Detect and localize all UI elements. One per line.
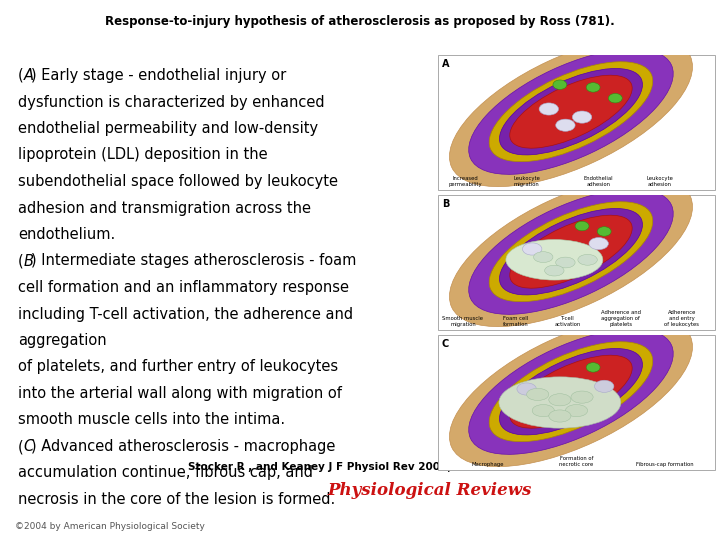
Ellipse shape [539,103,559,115]
Text: smooth muscle cells into the intima.: smooth muscle cells into the intima. [18,413,285,428]
Ellipse shape [449,317,693,467]
Ellipse shape [556,257,575,268]
Text: Leukocyte
adhesion: Leukocyte adhesion [646,176,673,187]
Ellipse shape [549,410,571,422]
Text: Fibrous-cap formation: Fibrous-cap formation [636,462,694,467]
Text: Smooth muscle
migration: Smooth muscle migration [442,316,483,327]
Text: aggregation: aggregation [18,333,107,348]
Bar [438,335,715,470]
Ellipse shape [575,221,589,231]
Ellipse shape [449,37,693,187]
Text: of platelets, and further entry of leukocytes: of platelets, and further entry of leuko… [18,360,338,375]
Ellipse shape [532,404,554,417]
Ellipse shape [469,189,673,314]
Text: T-cell
activation: T-cell activation [555,316,581,327]
Text: dysfunction is characterized by enhanced: dysfunction is characterized by enhanced [18,94,325,110]
Ellipse shape [544,265,564,276]
Bar [438,55,715,190]
Ellipse shape [565,404,588,417]
Text: Leukocyte
migration: Leukocyte migration [513,176,540,187]
Text: Response-to-injury hypothesis of atherosclerosis as proposed by Ross (781).: Response-to-injury hypothesis of atheros… [105,16,615,29]
Bar [438,195,715,330]
Ellipse shape [510,75,632,148]
Ellipse shape [572,111,592,123]
Text: endothelial permeability and low-density: endothelial permeability and low-density [18,121,318,136]
Text: A: A [442,59,449,69]
Ellipse shape [523,243,542,255]
Bar [438,55,715,190]
Ellipse shape [449,177,693,327]
Text: Stocker R , and Keaney J F Physiol Rev 2004;84:1381-1478: Stocker R , and Keaney J F Physiol Rev 2… [188,462,532,472]
Ellipse shape [571,391,593,403]
Text: (: ( [18,439,24,454]
Text: including T-cell activation, the adherence and: including T-cell activation, the adheren… [18,307,353,321]
Text: Formation of
necrotic core: Formation of necrotic core [559,456,593,467]
Ellipse shape [578,254,598,265]
Text: ) Early stage - endothelial injury or: ) Early stage - endothelial injury or [31,68,287,83]
Ellipse shape [595,380,614,393]
Text: Macrophage: Macrophage [472,462,504,467]
Text: adhesion and transmigration across the: adhesion and transmigration across the [18,200,311,215]
Text: lipoprotein (LDL) deposition in the: lipoprotein (LDL) deposition in the [18,147,268,163]
Ellipse shape [506,240,603,280]
Ellipse shape [553,80,567,90]
Ellipse shape [556,119,575,131]
Bar [438,195,715,330]
Ellipse shape [589,238,608,249]
Ellipse shape [500,208,642,295]
Ellipse shape [586,83,600,92]
Text: Foam cell
formation: Foam cell formation [503,316,528,327]
Ellipse shape [586,363,600,372]
Text: C: C [442,339,449,349]
Bar [438,335,715,470]
Text: (: ( [18,68,24,83]
Ellipse shape [469,49,673,174]
Ellipse shape [517,383,536,395]
Ellipse shape [534,252,553,262]
Ellipse shape [469,329,673,454]
Text: B: B [442,199,449,209]
Ellipse shape [489,202,653,302]
Text: ) Intermediate stages atherosclerosis - foam: ) Intermediate stages atherosclerosis - … [31,253,356,268]
Ellipse shape [549,394,571,406]
Ellipse shape [500,69,642,155]
Text: C: C [24,439,34,454]
Ellipse shape [489,342,653,442]
Text: ) Advanced atherosclerosis - macrophage: ) Advanced atherosclerosis - macrophage [31,439,336,454]
Text: Adherence
and entry
of leukocytes: Adherence and entry of leukocytes [665,310,699,327]
Ellipse shape [500,348,642,435]
Ellipse shape [489,62,653,161]
Text: necrosis in the core of the lesion is formed.: necrosis in the core of the lesion is fo… [18,492,336,507]
Ellipse shape [598,227,611,236]
Ellipse shape [608,93,622,103]
Ellipse shape [510,215,632,288]
Text: B: B [24,253,34,268]
Text: endothelium.: endothelium. [18,227,115,242]
Ellipse shape [526,388,549,401]
Text: into the arterial wall along with migration of: into the arterial wall along with migrat… [18,386,342,401]
Ellipse shape [510,355,632,428]
Text: (: ( [18,253,24,268]
Text: cell formation and an inflammatory response: cell formation and an inflammatory respo… [18,280,349,295]
Text: A: A [24,68,34,83]
Text: Adherence and
aggregation of
platelets: Adherence and aggregation of platelets [600,310,641,327]
Ellipse shape [499,377,621,428]
Text: ©2004 by American Physiological Society: ©2004 by American Physiological Society [15,522,205,531]
Text: Endothelial
adhesion: Endothelial adhesion [584,176,613,187]
Text: accumulation continue, fibrous cap, and: accumulation continue, fibrous cap, and [18,465,313,481]
Text: subendothelial space followed by leukocyte: subendothelial space followed by leukocy… [18,174,338,189]
Text: Physiological Reviews: Physiological Reviews [328,482,532,499]
Text: Increased
permeability: Increased permeability [449,176,482,187]
